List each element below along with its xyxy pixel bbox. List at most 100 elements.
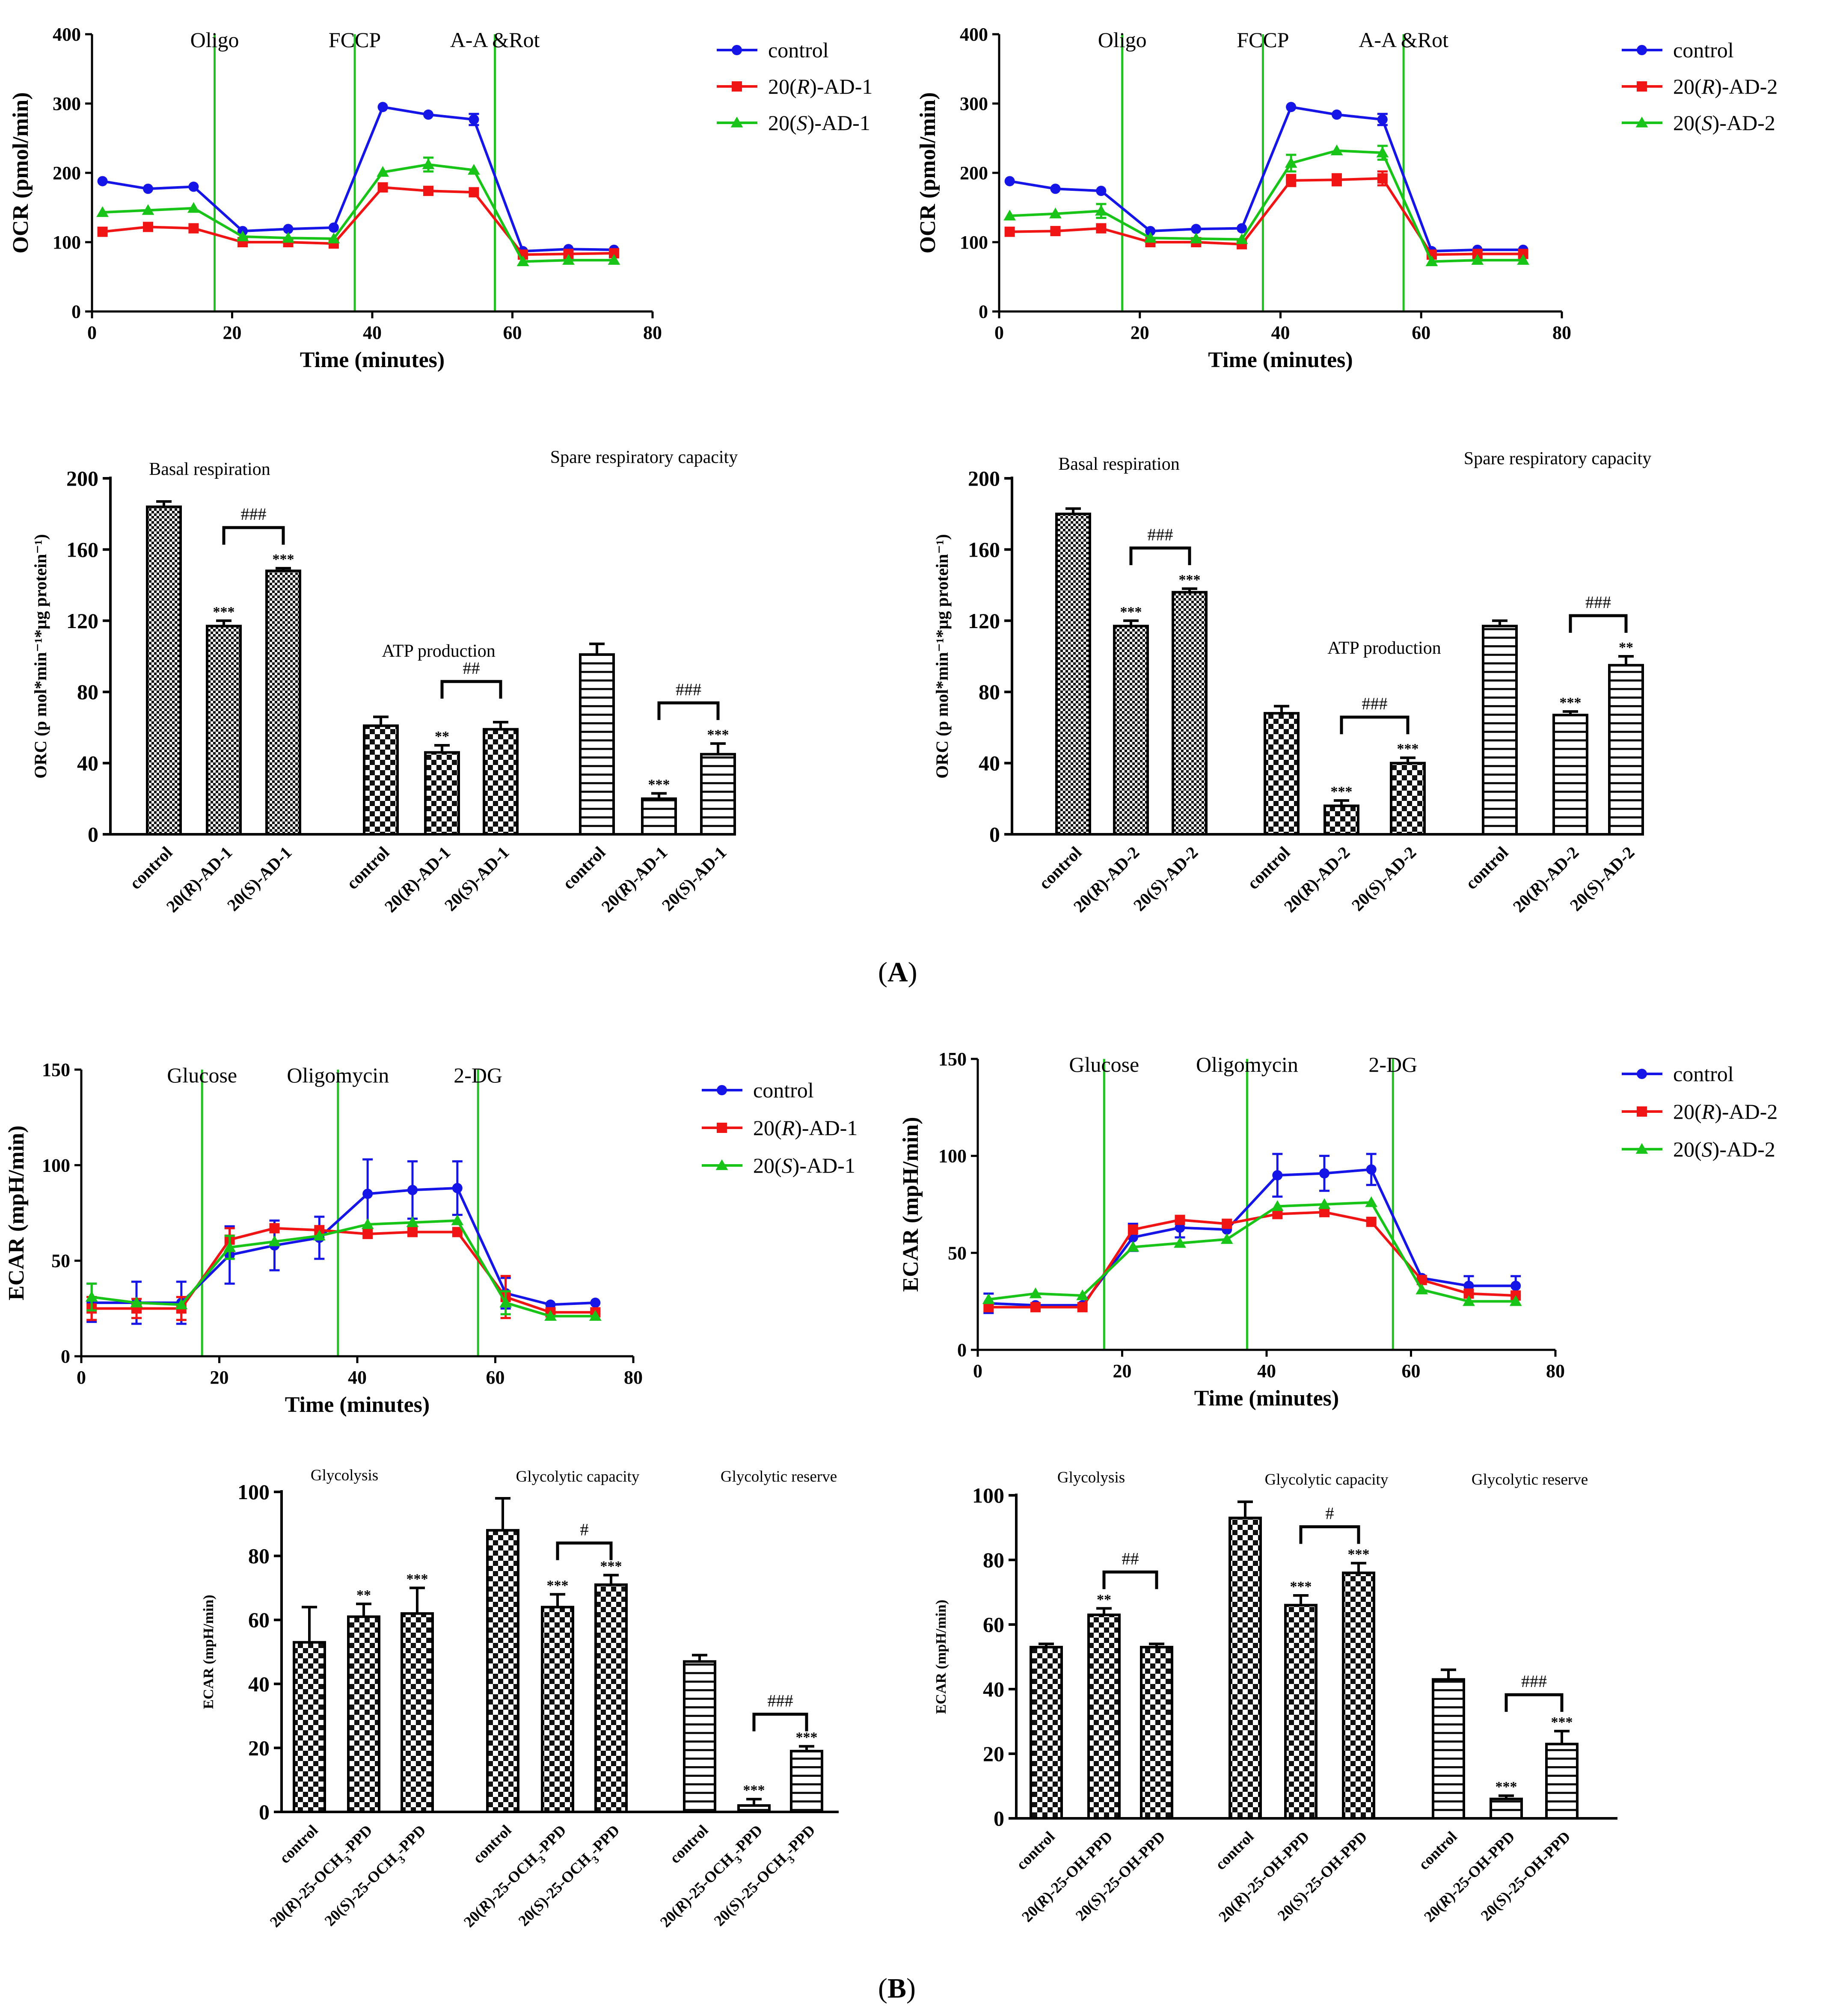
x-tick-label: 80	[643, 322, 662, 343]
y-axis-title: OCR (pmol/min)	[916, 92, 940, 254]
data-point	[85, 1291, 98, 1302]
y-tick-label: 0	[71, 301, 81, 322]
bar	[594, 1583, 628, 1813]
label-part: control	[1013, 1828, 1058, 1873]
series-20(S)-AD-1	[85, 1214, 602, 1321]
data-point	[406, 1216, 419, 1227]
y-tick-label: 80	[248, 1544, 270, 1568]
label-part: R	[796, 74, 810, 98]
category-label: 20(S)-25-OCH3-PPD	[321, 1821, 433, 1933]
category-label: control	[1035, 843, 1086, 893]
label-part: 20	[753, 1153, 774, 1177]
bar	[1342, 1571, 1375, 1820]
y-tick-label: 100	[237, 1480, 270, 1504]
data-point	[328, 222, 339, 233]
data-point	[590, 1297, 601, 1308]
y-tick-label: 160	[66, 537, 98, 561]
significance-stars: ***	[1496, 1779, 1517, 1795]
data-point	[188, 181, 199, 192]
data-point	[1220, 1233, 1233, 1244]
data-point	[1415, 1284, 1428, 1295]
label-part: )	[1712, 111, 1720, 135]
label-part: (	[1694, 111, 1702, 135]
data-point	[175, 1299, 188, 1310]
glycolysis-bar-chart-och3: control**20(R)-25-OCH3-PPD***20(S)-25-OC…	[201, 1467, 839, 1933]
data-point	[499, 1296, 512, 1307]
data-point	[1377, 114, 1388, 125]
bar	[641, 797, 677, 836]
data-point	[1471, 254, 1484, 265]
series-20(R)-AD-1	[86, 1223, 601, 1321]
y-tick-label: 50	[51, 1251, 70, 1272]
x-tick-label: 80	[1552, 322, 1571, 343]
bar	[700, 753, 736, 836]
bar	[1113, 625, 1149, 836]
y-tick-label: 20	[248, 1736, 270, 1760]
bar	[1284, 1604, 1318, 1820]
injection-label: Oligo	[190, 28, 239, 52]
data-point	[1029, 1287, 1042, 1299]
data-point	[1517, 254, 1529, 265]
label-part: -PPD	[338, 1821, 375, 1858]
x-tick-label: 20	[1113, 1361, 1132, 1382]
y-tick-label: 120	[66, 609, 98, 633]
legend-label: 20(R)-AD-2	[1673, 1100, 1777, 1124]
bar	[1172, 591, 1208, 836]
significance-stars: ***	[707, 727, 729, 743]
significance-stars: ***	[648, 777, 670, 792]
label-part: (	[1694, 1137, 1702, 1161]
data-point	[143, 184, 153, 194]
data-point	[283, 224, 294, 234]
label-part: -AD-2	[1719, 111, 1775, 135]
data-point	[423, 186, 433, 196]
bracket-label: ###	[1148, 525, 1173, 544]
label-part: control	[469, 1821, 515, 1867]
label-part: S	[797, 111, 807, 135]
label-part: -PPD	[729, 1821, 766, 1858]
data-point	[1077, 1302, 1088, 1313]
label-part: (	[789, 74, 797, 98]
category-label: control	[559, 843, 609, 893]
group-title: Glycolysis	[311, 1467, 378, 1484]
bar-group: control***20(R)-AD-2***20(S)-AD-2###Basa…	[1035, 454, 1208, 916]
group-title: Glycolytic capacity	[516, 1468, 640, 1485]
label-part: control	[768, 38, 829, 62]
significance-bracket	[1299, 1525, 1360, 1544]
significance-bracket	[440, 680, 502, 699]
y-tick-label: 150	[938, 1049, 967, 1070]
x-axis-title: Time (minutes)	[1208, 348, 1353, 372]
category-label: control	[1415, 1828, 1460, 1873]
label-part: -AD-2	[1593, 843, 1638, 888]
label-part: -PPD	[781, 1821, 818, 1858]
significance-stars: ***	[1120, 604, 1142, 620]
data-point	[516, 255, 529, 267]
data-point	[608, 254, 620, 265]
series-line	[1009, 105, 1523, 253]
x-tick-label: 40	[363, 322, 382, 343]
data-point	[1235, 233, 1248, 244]
y-tick-label: 80	[77, 680, 98, 704]
category-label: 20(R)-AD-1	[163, 843, 236, 916]
data-point	[562, 254, 575, 265]
significance-stars: ***	[273, 551, 294, 567]
significance-stars: ***	[1331, 784, 1353, 800]
series-control	[1004, 102, 1528, 257]
data-point	[1076, 1289, 1089, 1300]
x-tick-label: 0	[77, 1367, 86, 1388]
data-point	[589, 1310, 602, 1321]
category-label: control	[343, 843, 393, 893]
y-tick-label: 400	[53, 24, 81, 45]
x-tick-label: 40	[1271, 322, 1290, 343]
category-label: control	[126, 843, 176, 893]
data-point	[1050, 226, 1061, 237]
ocr-chart-ad1: Oligo FCCP A-A &Rot 0 100 200 300 400 0 20 40 60 80 T…	[9, 24, 872, 372]
data-point	[130, 1296, 143, 1307]
label-part: control	[276, 1821, 321, 1867]
bar-group: control**20(R)-25-OH-PPD20(S)-25-OH-PPD#…	[1013, 1469, 1173, 1925]
y-tick-label: 0	[994, 1806, 1004, 1830]
data-point	[269, 1223, 280, 1233]
data-point	[1271, 1200, 1284, 1211]
